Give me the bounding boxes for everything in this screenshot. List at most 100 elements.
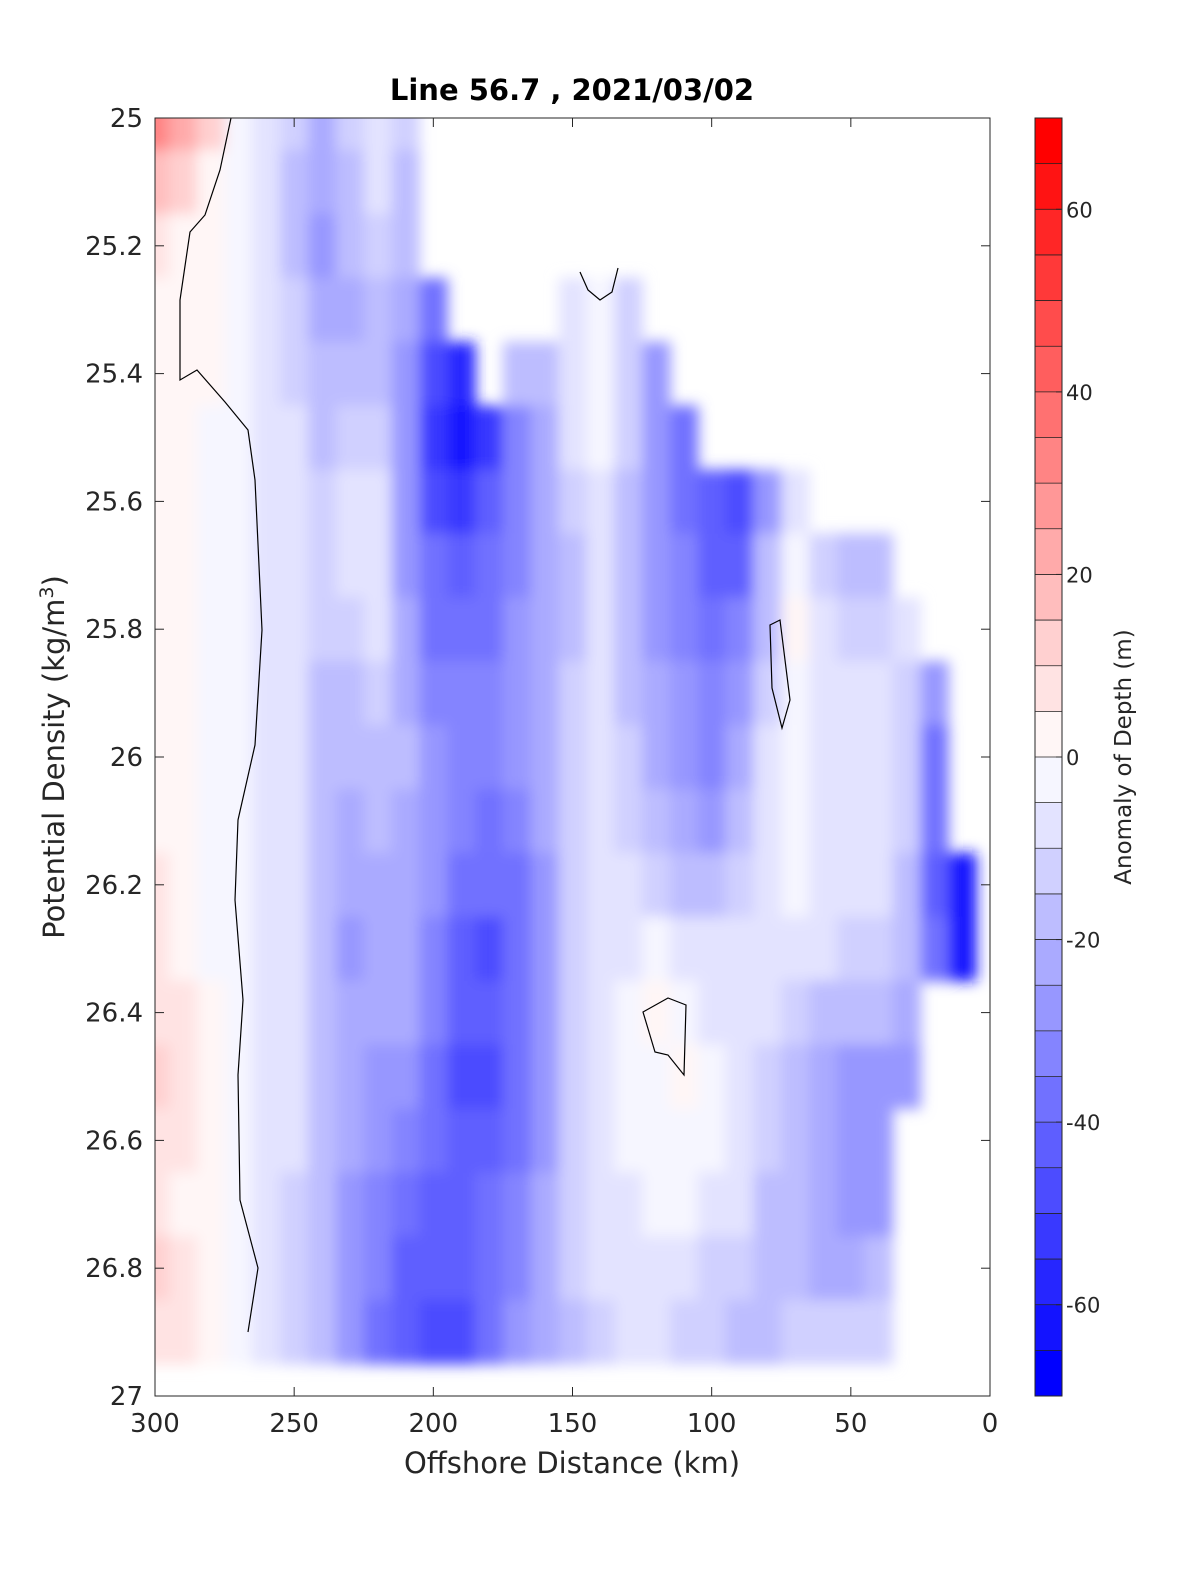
heatmap-cell	[530, 341, 560, 407]
heatmap-cell	[781, 789, 810, 854]
heatmap-cell	[419, 1044, 448, 1109]
zero-contour-closed-2	[642, 997, 687, 1077]
colorbar-swatch	[1035, 1259, 1062, 1306]
heatmap-cell	[363, 277, 393, 343]
chart-title: Line 56.7 , 2021/03/02	[390, 73, 754, 107]
heatmap-cell	[669, 597, 699, 662]
heatmap-cell	[363, 1236, 393, 1301]
heatmap-cell	[363, 1172, 393, 1237]
heatmap-cell	[335, 725, 365, 790]
heatmap-cell	[335, 118, 365, 151]
heatmap-cell	[530, 725, 560, 790]
heatmap-cell	[781, 1236, 810, 1301]
heatmap-cell	[697, 980, 727, 1046]
heatmap-cell	[196, 405, 226, 470]
heatmap-cell	[391, 533, 420, 598]
heatmap-cell	[864, 1044, 894, 1109]
heatmap-cell	[196, 852, 226, 918]
heatmap-cell	[308, 661, 337, 726]
colorbar-swatch	[1035, 1350, 1062, 1397]
heatmap-cell	[168, 852, 198, 918]
heatmap-cell	[168, 341, 198, 407]
heatmap-cell	[836, 1044, 866, 1109]
heatmap-cell	[669, 852, 699, 918]
heatmap-cell	[391, 597, 420, 662]
heatmap-cell	[419, 1108, 448, 1173]
heatmap-cell	[809, 1108, 838, 1173]
heatmap-cell	[558, 533, 587, 598]
heatmap-cell	[586, 980, 615, 1046]
heatmap-cell	[614, 1300, 643, 1365]
heatmap-cell	[419, 661, 448, 726]
heatmap-cell	[502, 469, 532, 534]
heatmap-cell	[280, 213, 309, 279]
heatmap-cell	[419, 852, 448, 918]
heatmap-cell	[642, 597, 671, 662]
heatmap-cell	[252, 1108, 281, 1173]
heatmap-cell	[502, 725, 532, 790]
heatmap-cell	[809, 1172, 838, 1237]
heatmap-cell	[252, 213, 281, 279]
heatmap-cell	[586, 1044, 615, 1109]
heatmap-cell	[836, 980, 866, 1046]
heatmap-cell	[168, 533, 198, 598]
heatmap-cell	[753, 533, 782, 598]
heatmap-cell	[419, 533, 448, 598]
heatmap-cell	[864, 852, 894, 918]
heatmap-cell	[502, 341, 532, 407]
heatmap-cell	[642, 341, 671, 407]
heatmap-cell	[363, 1108, 393, 1173]
y-tick-label: 25.8	[85, 615, 143, 645]
heatmap-cell	[586, 661, 615, 726]
heatmap-cell	[809, 916, 838, 982]
heatmap-cell	[335, 661, 365, 726]
heatmap-cell	[530, 1236, 560, 1301]
heatmap-cell	[363, 213, 393, 279]
x-tick-label: 250	[269, 1409, 319, 1439]
heatmap-cell	[948, 916, 977, 982]
heatmap-cell	[155, 277, 170, 343]
heatmap-cell	[335, 341, 365, 407]
y-axis-label: Potential Density (kg/m3)	[36, 575, 71, 939]
colorbar-tick-label: 0	[1066, 746, 1079, 770]
heatmap-cell	[224, 725, 253, 790]
heatmap-cell	[753, 1172, 782, 1237]
heatmap-cell	[642, 916, 671, 982]
heatmap-cell	[447, 725, 476, 790]
heatmap-cell	[168, 789, 198, 854]
heatmap-cell	[155, 661, 170, 726]
heatmap-cell	[809, 852, 838, 918]
heatmap-cell	[864, 533, 894, 598]
heatmap-cell	[725, 597, 754, 662]
colorbar-swatch	[1035, 893, 1062, 941]
heatmap-cell	[725, 1108, 754, 1173]
heatmap-cell	[836, 533, 866, 598]
heatmap-cell	[809, 533, 838, 598]
heatmap-cell	[252, 980, 281, 1046]
heatmap-cell	[753, 789, 782, 854]
heatmap-cell	[252, 118, 281, 151]
heatmap-cell	[864, 597, 894, 662]
heatmap-cell	[502, 1236, 532, 1301]
heatmap-cell	[475, 725, 504, 790]
heatmap-cell	[697, 789, 727, 854]
heatmap-cell	[697, 1172, 727, 1237]
heatmap-cell	[363, 150, 393, 215]
heatmap-cell	[892, 1044, 921, 1109]
heatmap-cell	[308, 789, 337, 854]
colorbar-swatch	[1035, 1030, 1062, 1077]
heatmap-cell	[391, 1172, 420, 1237]
heatmap-cell	[586, 597, 615, 662]
heatmap-cell	[697, 1300, 727, 1365]
colorbar-swatch	[1035, 711, 1062, 758]
heatmap-cell	[391, 1044, 420, 1109]
heatmap-cell	[864, 980, 894, 1046]
heatmap-cell	[280, 1300, 309, 1365]
colorbar-swatch	[1035, 391, 1062, 438]
heatmap-cell	[335, 1172, 365, 1237]
heatmap-cell	[614, 916, 643, 982]
heatmap-cell	[196, 1236, 226, 1301]
heatmap-cell	[391, 469, 420, 534]
heatmap-cell	[155, 150, 170, 215]
heatmap-cell	[363, 1300, 393, 1365]
